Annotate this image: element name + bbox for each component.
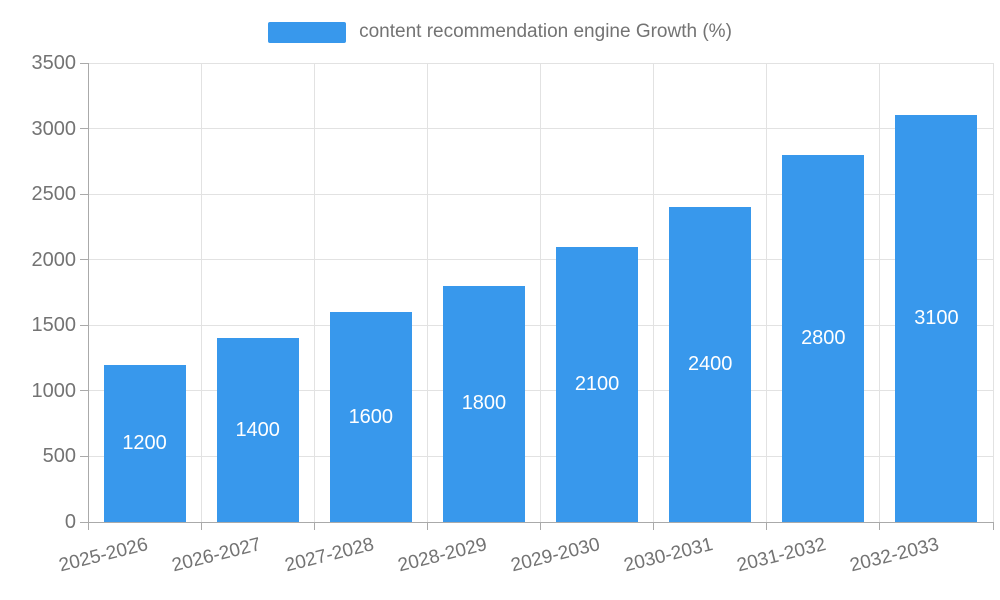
- x-axis-tick: [653, 522, 655, 530]
- bar-value-label: 1600: [348, 405, 394, 428]
- bar-value-label: 1800: [461, 392, 507, 415]
- x-axis-tick: [540, 522, 541, 530]
- x-axis-tick: [766, 522, 768, 530]
- legend-swatch-icon: [268, 21, 347, 43]
- y-axis-tick: [80, 259, 88, 261]
- plot-area: 0 500 1000 1500 2000 2500 3000 3500 1200 1400 1600…: [32, 52, 994, 576]
- gridline-vertical: [992, 63, 994, 522]
- bar-2028-2029[interactable]: 1800: [442, 285, 525, 522]
- bar-2032-2033[interactable]: 3100: [895, 115, 978, 522]
- bar-value-label: 1200: [122, 431, 167, 454]
- gridline-vertical: [426, 63, 428, 522]
- y-axis-tick: [80, 62, 88, 64]
- gridline-vertical: [766, 63, 768, 522]
- y-axis-tick: [80, 324, 88, 326]
- y-axis-tick-label: 500: [42, 445, 76, 468]
- legend[interactable]: content recommendation engine Growth (%): [0, 21, 1000, 43]
- gridline-vertical: [879, 63, 881, 522]
- x-axis-tick: [992, 522, 994, 530]
- gridline-vertical: [540, 63, 541, 522]
- bar-2030-2031[interactable]: 2400: [669, 207, 752, 522]
- x-axis-tick: [200, 522, 202, 530]
- x-axis-tick: [426, 522, 428, 530]
- bar-value-label: 1400: [235, 418, 280, 441]
- y-axis-tick-label: 3500: [31, 52, 77, 74]
- y-axis-tick-label: 1500: [31, 314, 77, 337]
- x-axis-tick: [87, 522, 89, 530]
- y-axis-tick-label: 3000: [31, 117, 77, 140]
- y-axis-line: [88, 63, 89, 530]
- y-axis-tick-label: 2000: [31, 248, 77, 271]
- bar-2026-2027[interactable]: 1400: [216, 338, 299, 522]
- x-axis-tick: [879, 522, 881, 530]
- y-axis-tick: [80, 193, 88, 195]
- bar-value-label: 2100: [574, 372, 620, 395]
- legend-label: content recommendation engine Growth (%): [359, 21, 732, 42]
- gridline-vertical: [313, 63, 315, 522]
- y-axis-tick: [80, 521, 88, 523]
- y-axis-tick-label: 2500: [31, 183, 77, 206]
- bar-2029-2030[interactable]: 2100: [556, 246, 639, 522]
- y-axis-tick-label: 0: [64, 511, 76, 533]
- x-axis-tick: [313, 522, 315, 530]
- bar-value-label: 2800: [801, 326, 846, 349]
- bar-2027-2028[interactable]: 1600: [329, 312, 412, 522]
- y-axis-tick: [80, 390, 88, 392]
- bar-value-label: 2400: [687, 353, 733, 376]
- y-axis-tick-label: 1000: [31, 379, 77, 402]
- bar-value-label: 3100: [914, 307, 959, 330]
- bar-2031-2032[interactable]: 2800: [782, 154, 865, 522]
- gridline-vertical: [200, 63, 202, 522]
- y-axis-tick: [80, 128, 88, 130]
- bar-2025-2026[interactable]: 1200: [103, 364, 186, 522]
- gridline-vertical: [653, 63, 655, 522]
- y-axis-tick: [80, 455, 88, 457]
